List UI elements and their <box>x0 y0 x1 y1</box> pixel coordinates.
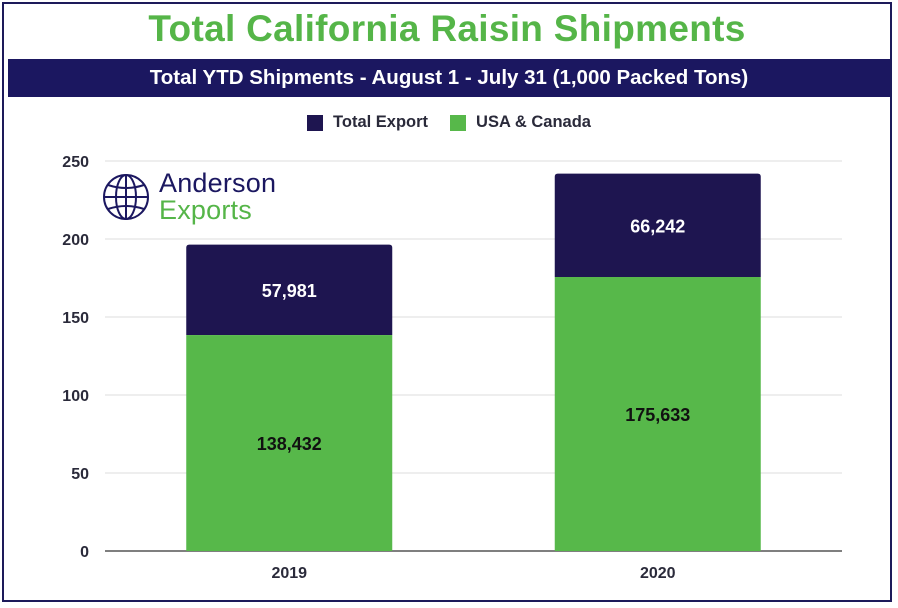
chart-subtitle-banner: Total YTD Shipments - August 1 - July 31… <box>8 59 890 97</box>
legend: Total Export USA & Canada <box>0 113 898 132</box>
legend-item-total-export: Total Export <box>307 113 428 132</box>
legend-item-usa-canada: USA & Canada <box>450 113 591 132</box>
legend-label-usa-canada: USA & Canada <box>476 113 591 131</box>
x-tick-label-2019: 2019 <box>271 565 307 582</box>
legend-swatch-usa-canada <box>450 114 467 131</box>
logo-text-exports: Exports <box>159 195 252 225</box>
data-label-total-export-2020: 66,242 <box>630 216 685 236</box>
bar-usa-canada-2020 <box>554 277 761 551</box>
anderson-exports-logo: Anderson Exports <box>101 170 276 224</box>
bar-total-export-2019 <box>186 244 393 336</box>
y-tick-label-0: 0 <box>80 544 89 561</box>
data-label-usa-canada-2019: 138,432 <box>257 434 322 454</box>
x-tick-label-2020: 2020 <box>640 565 676 582</box>
y-tick-label-250: 250 <box>62 154 89 171</box>
logo-text-anderson: Anderson <box>159 168 277 198</box>
bar-total-export-2020 <box>554 173 761 278</box>
legend-swatch-total-export <box>307 114 324 131</box>
data-label-usa-canada-2020: 175,633 <box>625 405 690 425</box>
chart-title: Total California Raisin Shipments <box>148 8 746 49</box>
y-tick-label-200: 200 <box>62 232 89 249</box>
globe-icon <box>103 174 149 220</box>
y-tick-label-100: 100 <box>62 388 89 405</box>
legend-label-total-export: Total Export <box>333 113 429 131</box>
data-label-total-export-2019: 57,981 <box>262 281 317 301</box>
y-tick-label-50: 50 <box>71 466 89 483</box>
bar-usa-canada-2019 <box>186 335 393 551</box>
chart-subtitle: Total YTD Shipments - August 1 - July 31… <box>149 66 749 89</box>
y-tick-label-150: 150 <box>62 310 89 327</box>
